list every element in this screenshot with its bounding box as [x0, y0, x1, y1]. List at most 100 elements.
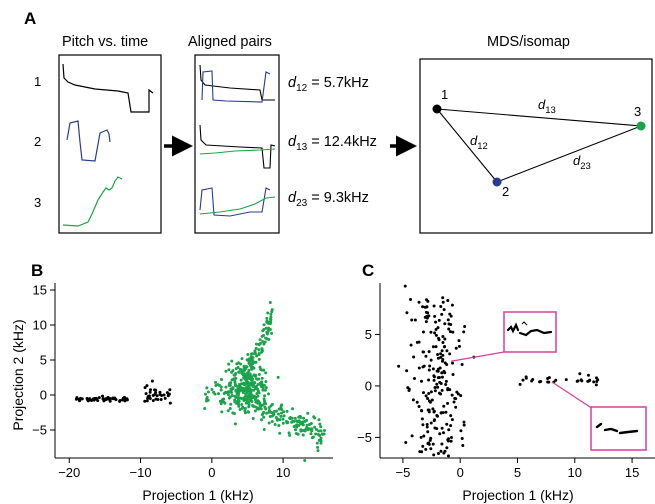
data-point	[277, 412, 281, 416]
data-point	[435, 413, 439, 417]
data-point	[444, 410, 448, 414]
panel-c-label: C	[362, 261, 374, 280]
data-point	[285, 409, 289, 413]
data-point	[299, 428, 303, 432]
data-point	[445, 422, 449, 426]
data-point	[448, 330, 452, 334]
data-point	[159, 398, 163, 402]
data-point	[239, 378, 243, 382]
data-point	[165, 391, 169, 395]
data-point	[282, 410, 286, 414]
data-point	[266, 330, 270, 334]
data-point	[444, 379, 448, 383]
data-point	[319, 441, 323, 445]
data-point	[97, 396, 101, 400]
data-point	[256, 394, 260, 398]
data-point	[249, 393, 253, 397]
data-point	[249, 362, 253, 366]
data-point	[258, 338, 262, 342]
data-point	[262, 334, 266, 338]
data-point	[245, 358, 249, 362]
data-point	[456, 392, 460, 396]
data-point	[242, 372, 246, 376]
data-point	[427, 378, 431, 382]
data-point	[256, 389, 260, 393]
data-point	[261, 411, 265, 415]
data-point	[259, 367, 263, 371]
data-point	[434, 320, 438, 324]
data-point	[317, 429, 321, 433]
data-point	[163, 396, 167, 400]
data-point	[319, 425, 323, 429]
data-point	[547, 380, 551, 384]
data-point	[462, 420, 466, 424]
data-point	[101, 394, 105, 398]
data-point	[421, 391, 425, 395]
data-point	[219, 402, 223, 406]
data-point	[454, 346, 458, 350]
data-point	[267, 421, 271, 425]
data-point	[443, 449, 447, 453]
data-point	[424, 310, 428, 314]
data-point	[227, 368, 231, 372]
data-point	[403, 284, 407, 288]
data-point	[319, 429, 323, 433]
data-point	[269, 404, 273, 408]
data-point	[226, 409, 230, 413]
data-point	[262, 428, 266, 432]
data-point	[539, 379, 543, 383]
data-point	[144, 392, 148, 396]
data-point	[158, 390, 162, 394]
data-point	[155, 394, 159, 398]
data-point	[314, 432, 318, 436]
data-point	[444, 383, 448, 387]
data-point	[449, 436, 453, 440]
data-point	[229, 402, 233, 406]
data-point	[586, 373, 590, 377]
data-point	[426, 397, 430, 401]
data-point	[564, 378, 568, 382]
data-point	[546, 376, 550, 380]
data-point	[204, 392, 208, 396]
syllable-2-trace	[66, 120, 111, 162]
data-point	[261, 340, 265, 344]
row-number-3: 3	[34, 195, 41, 210]
data-point	[262, 402, 266, 406]
data-point	[262, 399, 266, 403]
data-point	[447, 428, 451, 432]
data-point	[162, 393, 166, 397]
data-point	[253, 349, 257, 353]
x-tick-label: 15	[625, 465, 639, 480]
scatter-chart-b: −20 −10 0 10 15 10 5 0 −5	[32, 283, 333, 480]
data-point	[256, 377, 260, 381]
data-point	[143, 399, 147, 403]
data-point	[250, 375, 254, 379]
data-point	[241, 405, 245, 409]
data-point	[432, 453, 436, 457]
data-point	[292, 425, 296, 429]
data-point	[411, 398, 415, 402]
data-point	[447, 322, 451, 326]
data-point	[446, 401, 450, 405]
data-point	[156, 398, 160, 402]
data-point	[426, 430, 430, 434]
data-point	[264, 326, 268, 330]
data-point	[251, 417, 255, 421]
data-point	[429, 330, 433, 334]
data-point	[263, 394, 267, 398]
edge-12-label: d12	[470, 133, 488, 152]
data-point	[405, 311, 409, 315]
data-point	[216, 392, 220, 396]
y-tick-label: 10	[33, 318, 47, 333]
data-point	[168, 401, 172, 405]
data-point	[442, 404, 446, 408]
data-point	[420, 450, 424, 454]
data-point	[518, 382, 522, 386]
data-point	[230, 359, 234, 363]
y-tick-label: −5	[357, 430, 372, 445]
data-point	[269, 320, 273, 324]
data-point	[253, 360, 257, 364]
data-point	[440, 312, 444, 316]
data-point	[244, 377, 248, 381]
